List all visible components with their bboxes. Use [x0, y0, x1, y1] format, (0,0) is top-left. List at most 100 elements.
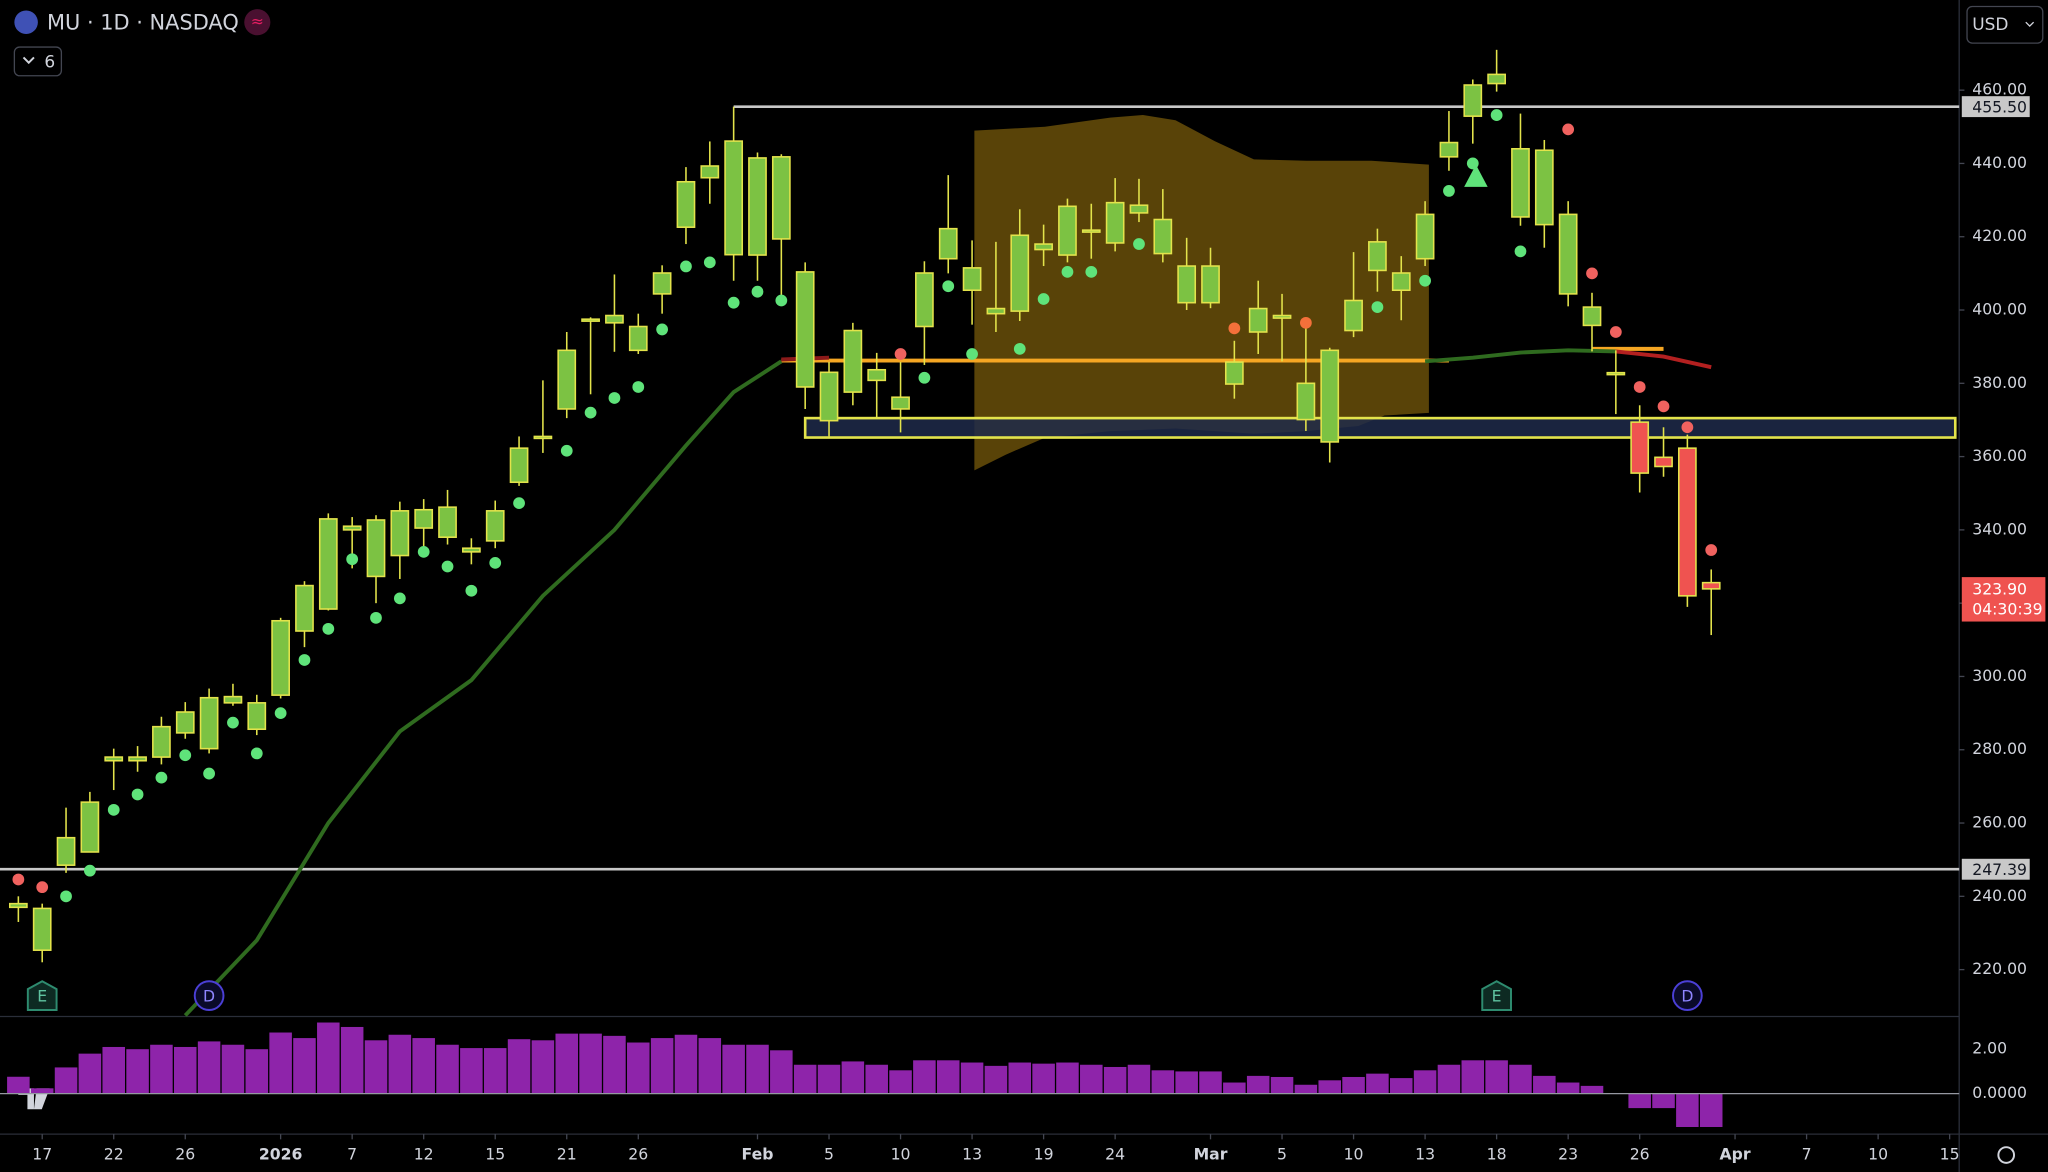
symbol-title[interactable]: MU · 1D · NASDAQ [47, 11, 239, 35]
event-label: E [37, 986, 47, 1005]
signal-dot [322, 622, 335, 635]
signal-dot [1633, 381, 1646, 393]
oscillator-bar [674, 1034, 698, 1094]
x-tick-label: 13 [1415, 1145, 1435, 1164]
candle-body [819, 371, 839, 422]
candle-body [700, 165, 720, 179]
event-label: E [1492, 986, 1502, 1005]
chevron [22, 56, 35, 65]
oscillator-bar [245, 1049, 269, 1094]
oscillator-bar [817, 1064, 841, 1094]
event-marker [1672, 980, 1703, 1011]
x-tick-label: 10 [1344, 1145, 1364, 1164]
event-label: D [1681, 986, 1693, 1005]
signal-dot [1133, 238, 1145, 250]
oscillator-bar [293, 1038, 316, 1094]
candle-body [1630, 421, 1650, 474]
x-tick-label: 7 [1802, 1145, 1812, 1164]
candle-body [128, 756, 147, 762]
candle-body [1511, 147, 1530, 218]
x-tick-label: 19 [1034, 1145, 1054, 1164]
signal-dot [393, 592, 406, 605]
signal-dot [560, 444, 573, 457]
oscillator-bar [1366, 1073, 1389, 1094]
signal-dot [1443, 185, 1455, 197]
signal-dot [1061, 266, 1074, 278]
candle-body [986, 307, 1006, 315]
indicator-badge[interactable] [244, 9, 271, 36]
signal-dot [203, 767, 215, 780]
oscillator-bar [698, 1038, 722, 1094]
moving-average [1424, 348, 1616, 364]
signal-dot [966, 348, 978, 360]
signal-dot [227, 716, 239, 729]
signal-dot [1586, 267, 1598, 280]
signal-dot [608, 392, 621, 404]
signal-dot [36, 881, 49, 894]
x-tick-label: 5 [824, 1145, 834, 1164]
candle-body [1582, 306, 1602, 327]
oscillator-bar [555, 1033, 579, 1094]
oscillator-bar [388, 1034, 412, 1094]
candle-body [1296, 382, 1316, 421]
x-tick-label: 22 [104, 1145, 124, 1164]
oscillator-bar [126, 1049, 149, 1094]
signal-dot [107, 803, 120, 816]
x-tick-label: 23 [1558, 1145, 1578, 1164]
symbol-logo[interactable] [14, 10, 38, 34]
oscillator-bar [197, 1041, 221, 1094]
oscillator-bar [1676, 1093, 1699, 1127]
osc-tick-label: 2.00 [1972, 1039, 2007, 1058]
oscillator-bar [603, 1035, 626, 1094]
signal-dot [1657, 400, 1670, 413]
oscillator-bar [722, 1044, 745, 1094]
candle-body [1034, 243, 1053, 251]
event-label: D [203, 986, 215, 1005]
oscillator-bar [483, 1048, 507, 1094]
signal-dot [441, 560, 454, 573]
oscillator-bar [1556, 1082, 1580, 1094]
signal-dot [131, 788, 144, 801]
indicator-count: 6 [44, 53, 55, 73]
signal-dot [918, 371, 931, 384]
last-price-tag [1961, 577, 2046, 622]
candle-body [1272, 314, 1292, 319]
currency-button[interactable] [1966, 5, 2044, 44]
x-tick-label: 2026 [259, 1145, 303, 1164]
event-marker [1481, 980, 1512, 1011]
x-tick-label: 26 [628, 1145, 648, 1164]
candle-body [915, 272, 934, 328]
signal-dot [155, 771, 168, 784]
candle-body [1701, 581, 1721, 590]
signal-dot [1419, 274, 1431, 287]
y-tick-label: 460.00 [1972, 80, 2027, 99]
candle-body [938, 227, 958, 260]
signal-dot [346, 553, 359, 566]
oscillator-bar [1199, 1071, 1222, 1094]
candle-body [1224, 361, 1244, 385]
oscillator-bar [1080, 1064, 1103, 1094]
candle-body [628, 325, 648, 352]
candle-body [1606, 371, 1626, 376]
candle-body [414, 508, 434, 529]
candle-body [80, 801, 100, 853]
x-tick-label: 17 [32, 1145, 52, 1164]
x-tick-label: 18 [1487, 1145, 1507, 1164]
settings-icon[interactable] [1997, 1146, 2016, 1164]
signal-dot [370, 611, 382, 624]
candle-body [342, 525, 362, 531]
oscillator-bar [1413, 1070, 1437, 1094]
y-tick-label: 340.00 [1972, 519, 2027, 538]
candle-body [1010, 234, 1030, 312]
candle-body [748, 157, 767, 256]
candle-body [32, 907, 52, 951]
candle-body [271, 619, 290, 696]
oscillator-bar [1318, 1080, 1341, 1094]
event-marker [193, 980, 225, 1011]
y-tick-label: 440.00 [1972, 153, 2027, 172]
oscillator-bar [364, 1040, 388, 1094]
candle-body [152, 725, 171, 758]
oscillator-bar [1652, 1093, 1675, 1109]
oscillator-bar [531, 1040, 555, 1094]
indicator-toggle[interactable] [13, 46, 63, 77]
